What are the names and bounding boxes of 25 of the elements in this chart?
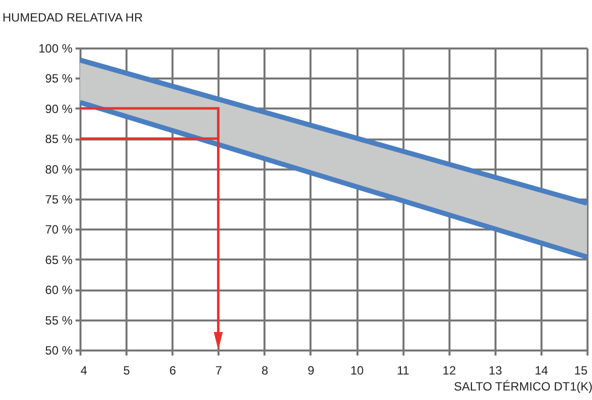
y-tick-label: 65 % bbox=[45, 252, 73, 267]
x-tick-label: 8 bbox=[262, 364, 269, 378]
x-tick-label: 11 bbox=[396, 364, 410, 378]
x-tick-label: 6 bbox=[169, 364, 176, 378]
y-tick-label: 100 % bbox=[38, 42, 73, 56]
y-tick-label: 95 % bbox=[45, 72, 73, 86]
x-tick-label: 13 bbox=[488, 364, 502, 378]
x-tick-label: 5 bbox=[123, 364, 130, 378]
x-tick-label: 14 bbox=[534, 364, 548, 378]
y-tick-label: 75 % bbox=[45, 192, 73, 206]
x-axis-title: SALTO TÉRMICO DT1(K) bbox=[454, 380, 592, 394]
x-tick-label: 4 bbox=[80, 364, 88, 378]
x-tick-label: 12 bbox=[442, 364, 456, 378]
y-tick-label: 90 % bbox=[45, 102, 73, 116]
y-tick-label: 70 % bbox=[45, 222, 73, 237]
x-tick-label: 15 bbox=[574, 364, 588, 378]
y-tick-label: 85 % bbox=[45, 132, 73, 146]
x-tick-label: 9 bbox=[308, 364, 315, 378]
y-tick-label: 60 % bbox=[45, 283, 73, 298]
y-tick-label: 80 % bbox=[45, 162, 73, 176]
y-tick-label: 50 % bbox=[45, 344, 73, 358]
x-tick-label: 10 bbox=[350, 364, 364, 378]
x-tick-label: 7 bbox=[215, 364, 222, 378]
y-tick-label: 55 % bbox=[45, 313, 73, 328]
y-axis-title: HUMEDAD RELATIVA HR bbox=[2, 10, 144, 24]
